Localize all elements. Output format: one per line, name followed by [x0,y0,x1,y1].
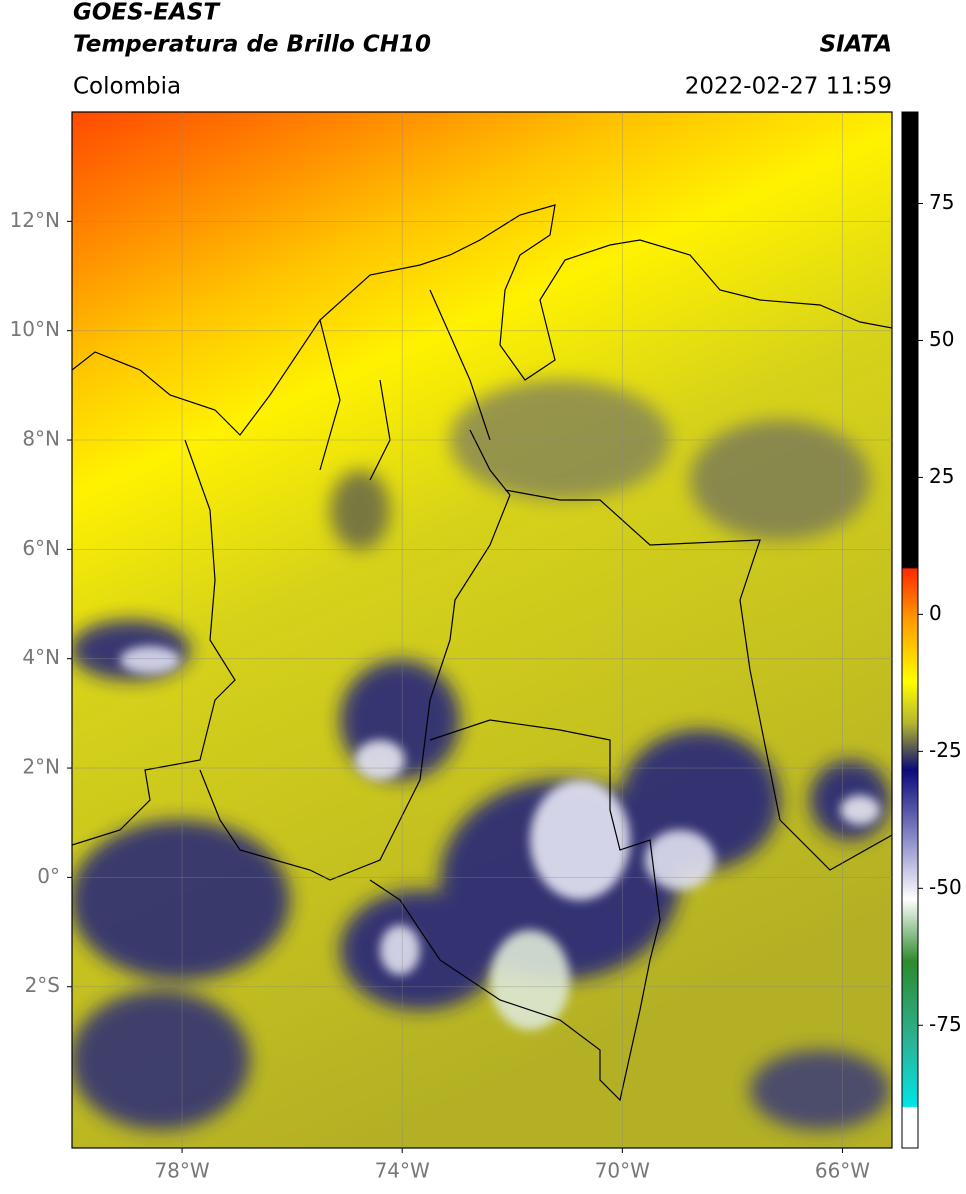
y-tick-label: 12°N [10,208,60,232]
y-tick-label: 8°N [22,427,60,451]
x-tick-label: 74°W [375,1159,430,1183]
y-tick-label: 2°N [22,755,60,779]
source: SIATA [820,32,892,58]
map-frame [71,111,893,1149]
y-tick-label: 10°N [10,317,60,341]
title: GOES-EAST [73,0,221,26]
map-image [72,112,892,1148]
colorbar-tick-label: -75 [929,1012,962,1036]
x-tick-label: 70°W [595,1159,650,1183]
y-tick-label: 6°N [22,536,60,560]
region: Colombia [73,74,181,100]
y-tick-label: 0° [37,864,60,888]
colorbar [901,111,919,1149]
colorbar-tick-label: 50 [929,327,954,351]
colorbar-tick-label: -25 [929,738,962,762]
subtitle: Temperatura de Brillo CH10 [73,32,431,58]
y-tick-label: 4°N [22,645,60,669]
colorbar-tick-label: 0 [929,601,942,625]
x-tick-label: 66°W [815,1159,870,1183]
datetime: 2022-02-27 11:59 [685,74,892,100]
y-tick-label: 2°S [25,973,60,997]
colorbar-tick-label: -50 [929,875,962,899]
x-tick-label: 78°W [154,1159,209,1183]
colorbar-tick-label: 75 [929,190,954,214]
colorbar-tick-label: 25 [929,464,954,488]
